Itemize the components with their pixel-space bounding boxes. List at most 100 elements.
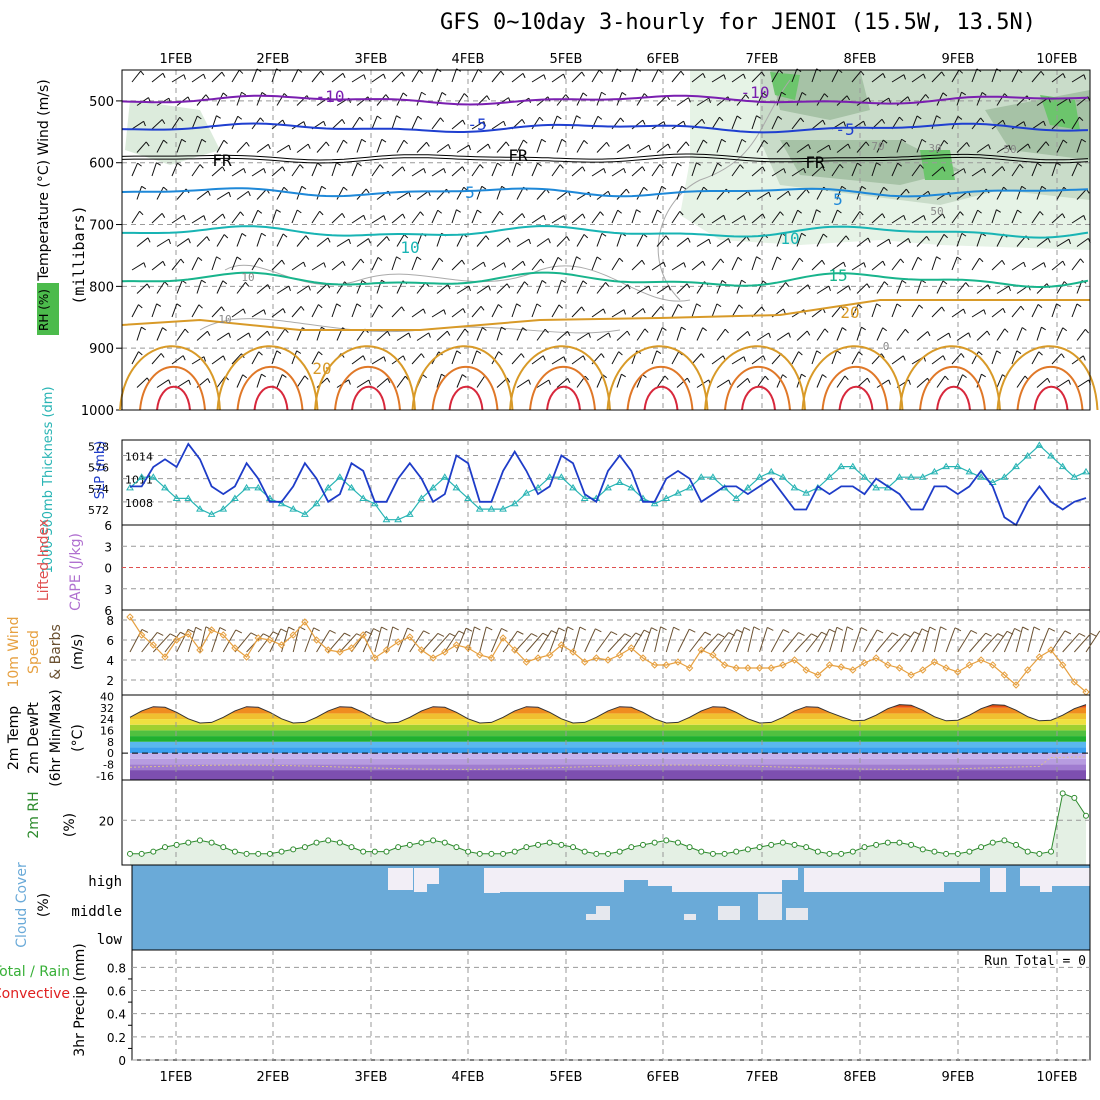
- wind-speed-point: [1012, 681, 1020, 689]
- wind-barb-staff: [271, 308, 284, 318]
- wind-barb-10m: [304, 627, 315, 653]
- wind-barb-staff: [451, 308, 464, 318]
- wind-barb-staff: [736, 139, 743, 153]
- wind-barb-flag: [981, 92, 987, 96]
- wind-barb-flag: [146, 283, 151, 289]
- isotherm-label: FR: [805, 153, 825, 172]
- rh-point: [301, 844, 308, 851]
- wind-barb-flag: [581, 71, 585, 77]
- wind-barb-staff: [516, 238, 530, 247]
- wind-barb-staff: [611, 68, 618, 83]
- isotherm-label: 0: [883, 340, 890, 353]
- wind-barb-flag: [561, 138, 567, 143]
- wind-barb-flag: [408, 332, 411, 338]
- wind-barb-flag: [464, 328, 469, 333]
- wind-barb-flag: [1062, 327, 1068, 332]
- wind-barb-flag: [1047, 377, 1051, 383]
- wind-barb-flag: [683, 262, 686, 268]
- wind-barb-staff: [331, 162, 337, 177]
- wind-barb-10m: [1003, 628, 1015, 653]
- rh-point: [733, 848, 740, 855]
- wind-barb-flag-10m: [1090, 632, 1098, 637]
- wind-barb-staff: [736, 236, 748, 247]
- wind-barb-flag: [1040, 70, 1045, 76]
- rh-legend-label: RH (%): [37, 289, 51, 331]
- thickness-point: [382, 515, 391, 523]
- wind-barb-staff: [511, 353, 522, 365]
- wind-barb-staff: [831, 261, 844, 271]
- wind-barb-staff: [431, 210, 439, 224]
- wind-barb-flag: [1043, 262, 1046, 268]
- wind-barb-flag: [762, 213, 766, 219]
- wind-barb-staff: [791, 351, 800, 365]
- wind-barb-10m: [980, 633, 999, 653]
- wind-barb-staff: [1071, 116, 1080, 130]
- wind-barb-flag: [901, 138, 907, 143]
- rh-point: [639, 841, 646, 848]
- top-date-label: 1FEB: [160, 52, 193, 67]
- wind-tick-label: 6: [106, 634, 114, 648]
- wind-barb-flag-10m: [954, 627, 962, 632]
- precip-tick-label: 0: [118, 1054, 126, 1068]
- temp-tick-label: 24: [100, 713, 114, 726]
- wind-barb-staff: [456, 187, 465, 200]
- wind-barb-staff: [331, 72, 344, 83]
- wind-barb-staff: [131, 304, 139, 318]
- wind-barb-staff: [831, 164, 841, 177]
- wind-barb-flag: [348, 238, 351, 245]
- wind-barb-flag: [687, 237, 691, 243]
- wind-speed-point: [371, 654, 379, 662]
- precip-legend-convective: Convective: [0, 986, 70, 1002]
- wind-barb-flag: [582, 280, 588, 285]
- wind-speed-point: [709, 651, 717, 659]
- thickness-point: [335, 473, 344, 480]
- wind-barb-staff: [336, 139, 344, 153]
- wind-barb-flag: [603, 168, 606, 174]
- wind-barb-flag: [348, 379, 351, 385]
- rh-point: [208, 839, 215, 846]
- rh-shade-10: [125, 100, 220, 165]
- wind-barb-flag: [996, 350, 1002, 354]
- wind-barb-staff: [571, 71, 583, 83]
- rh-point: [348, 844, 355, 851]
- wind-barb-staff: [676, 327, 682, 341]
- wind-barb-10m: [1073, 633, 1092, 653]
- wind-barb-staff: [1036, 237, 1049, 247]
- wind-barb-flag: [216, 256, 222, 260]
- wind-barb-flag: [801, 92, 807, 96]
- isotherm-warm-group: [119, 345, 1099, 411]
- wind-barb-staff: [831, 209, 838, 224]
- wind-barb-flag: [763, 140, 768, 145]
- wind-barb-staff: [1051, 303, 1057, 318]
- wind-barb-staff: [911, 164, 921, 177]
- lifted-tick-label: 3: [104, 583, 112, 597]
- wind-barb-staff: [236, 282, 246, 294]
- wind-barb-flag: [597, 115, 603, 120]
- wind-barb-flag: [583, 234, 589, 239]
- wind-barb-staff: [536, 139, 543, 153]
- wind-barb-flag: [188, 379, 191, 385]
- wind-barb-flag: [656, 350, 662, 354]
- wind-barb-staff: [916, 94, 926, 106]
- wind-barb-flag: [558, 304, 563, 309]
- wind-barb-flag: [288, 285, 291, 291]
- wind-barb-flag: [141, 185, 147, 190]
- wind-barb-flag: [803, 168, 806, 174]
- thickness-point: [487, 505, 496, 512]
- wind-barb-flag: [488, 285, 491, 291]
- wind-barb-10m: [374, 626, 382, 653]
- isotherm-label: 10: [241, 271, 254, 284]
- wind-speed-point: [954, 668, 962, 676]
- wind-barb-staff: [916, 331, 929, 341]
- wind-barb-staff: [176, 328, 186, 341]
- temp-color-bands: [130, 704, 1086, 780]
- wind-barb-staff: [371, 257, 379, 271]
- rh-point: [721, 850, 728, 857]
- wind-speed-point: [534, 654, 542, 662]
- thickness-point: [499, 505, 507, 512]
- wind-barb-staff: [1031, 120, 1044, 130]
- wind-barb-staff: [651, 164, 661, 177]
- wind-barb-flag: [866, 377, 871, 383]
- wind-barb-staff: [411, 168, 425, 177]
- wind-barb-staff: [416, 282, 426, 294]
